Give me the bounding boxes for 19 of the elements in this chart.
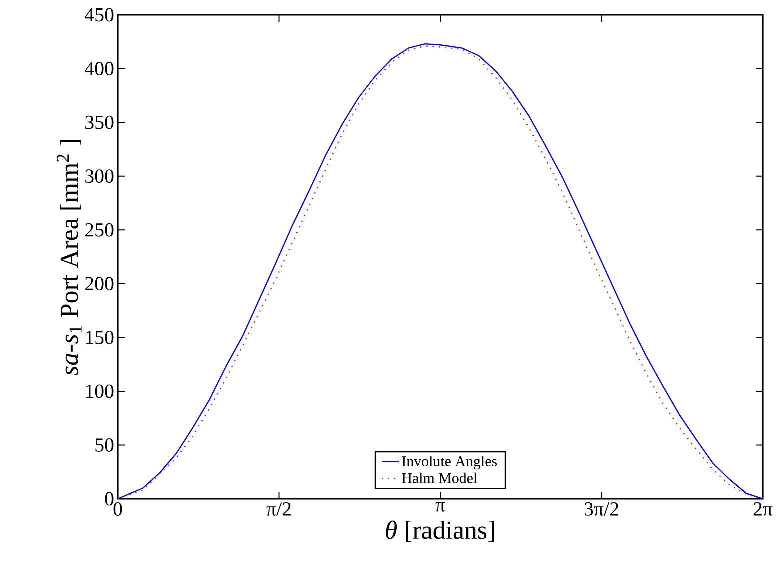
y-tick-label: 250	[85, 223, 114, 237]
y-tick-label: 0	[105, 492, 114, 506]
x-tick-label: π	[436, 502, 446, 512]
y-tick-label: 150	[86, 330, 114, 344]
y-tick-label: 400	[84, 62, 114, 76]
y-axis-title: sa-s$_{1}$ Port Area [mm$^{2}$ ]	[57, 140, 82, 376]
x-tick-label: π/2	[266, 502, 291, 516]
x-tick-label: 0	[114, 502, 122, 516]
y-tick-label: 200	[85, 277, 114, 291]
legend-label: Involute Angles	[402, 456, 498, 470]
x-tick-label: 2π	[754, 502, 773, 516]
legend-label: Halm Model	[402, 472, 478, 484]
y-tick-label: 50	[96, 438, 114, 452]
x-tick-label: 3π/2	[584, 502, 618, 516]
y-tick-label: 100	[86, 384, 114, 398]
y-tick-label: 350	[86, 116, 114, 130]
y-tick-label: 300	[86, 170, 114, 184]
x-axis-title: θ [radians]	[386, 520, 494, 542]
y-tick-label: 450	[84, 8, 114, 22]
